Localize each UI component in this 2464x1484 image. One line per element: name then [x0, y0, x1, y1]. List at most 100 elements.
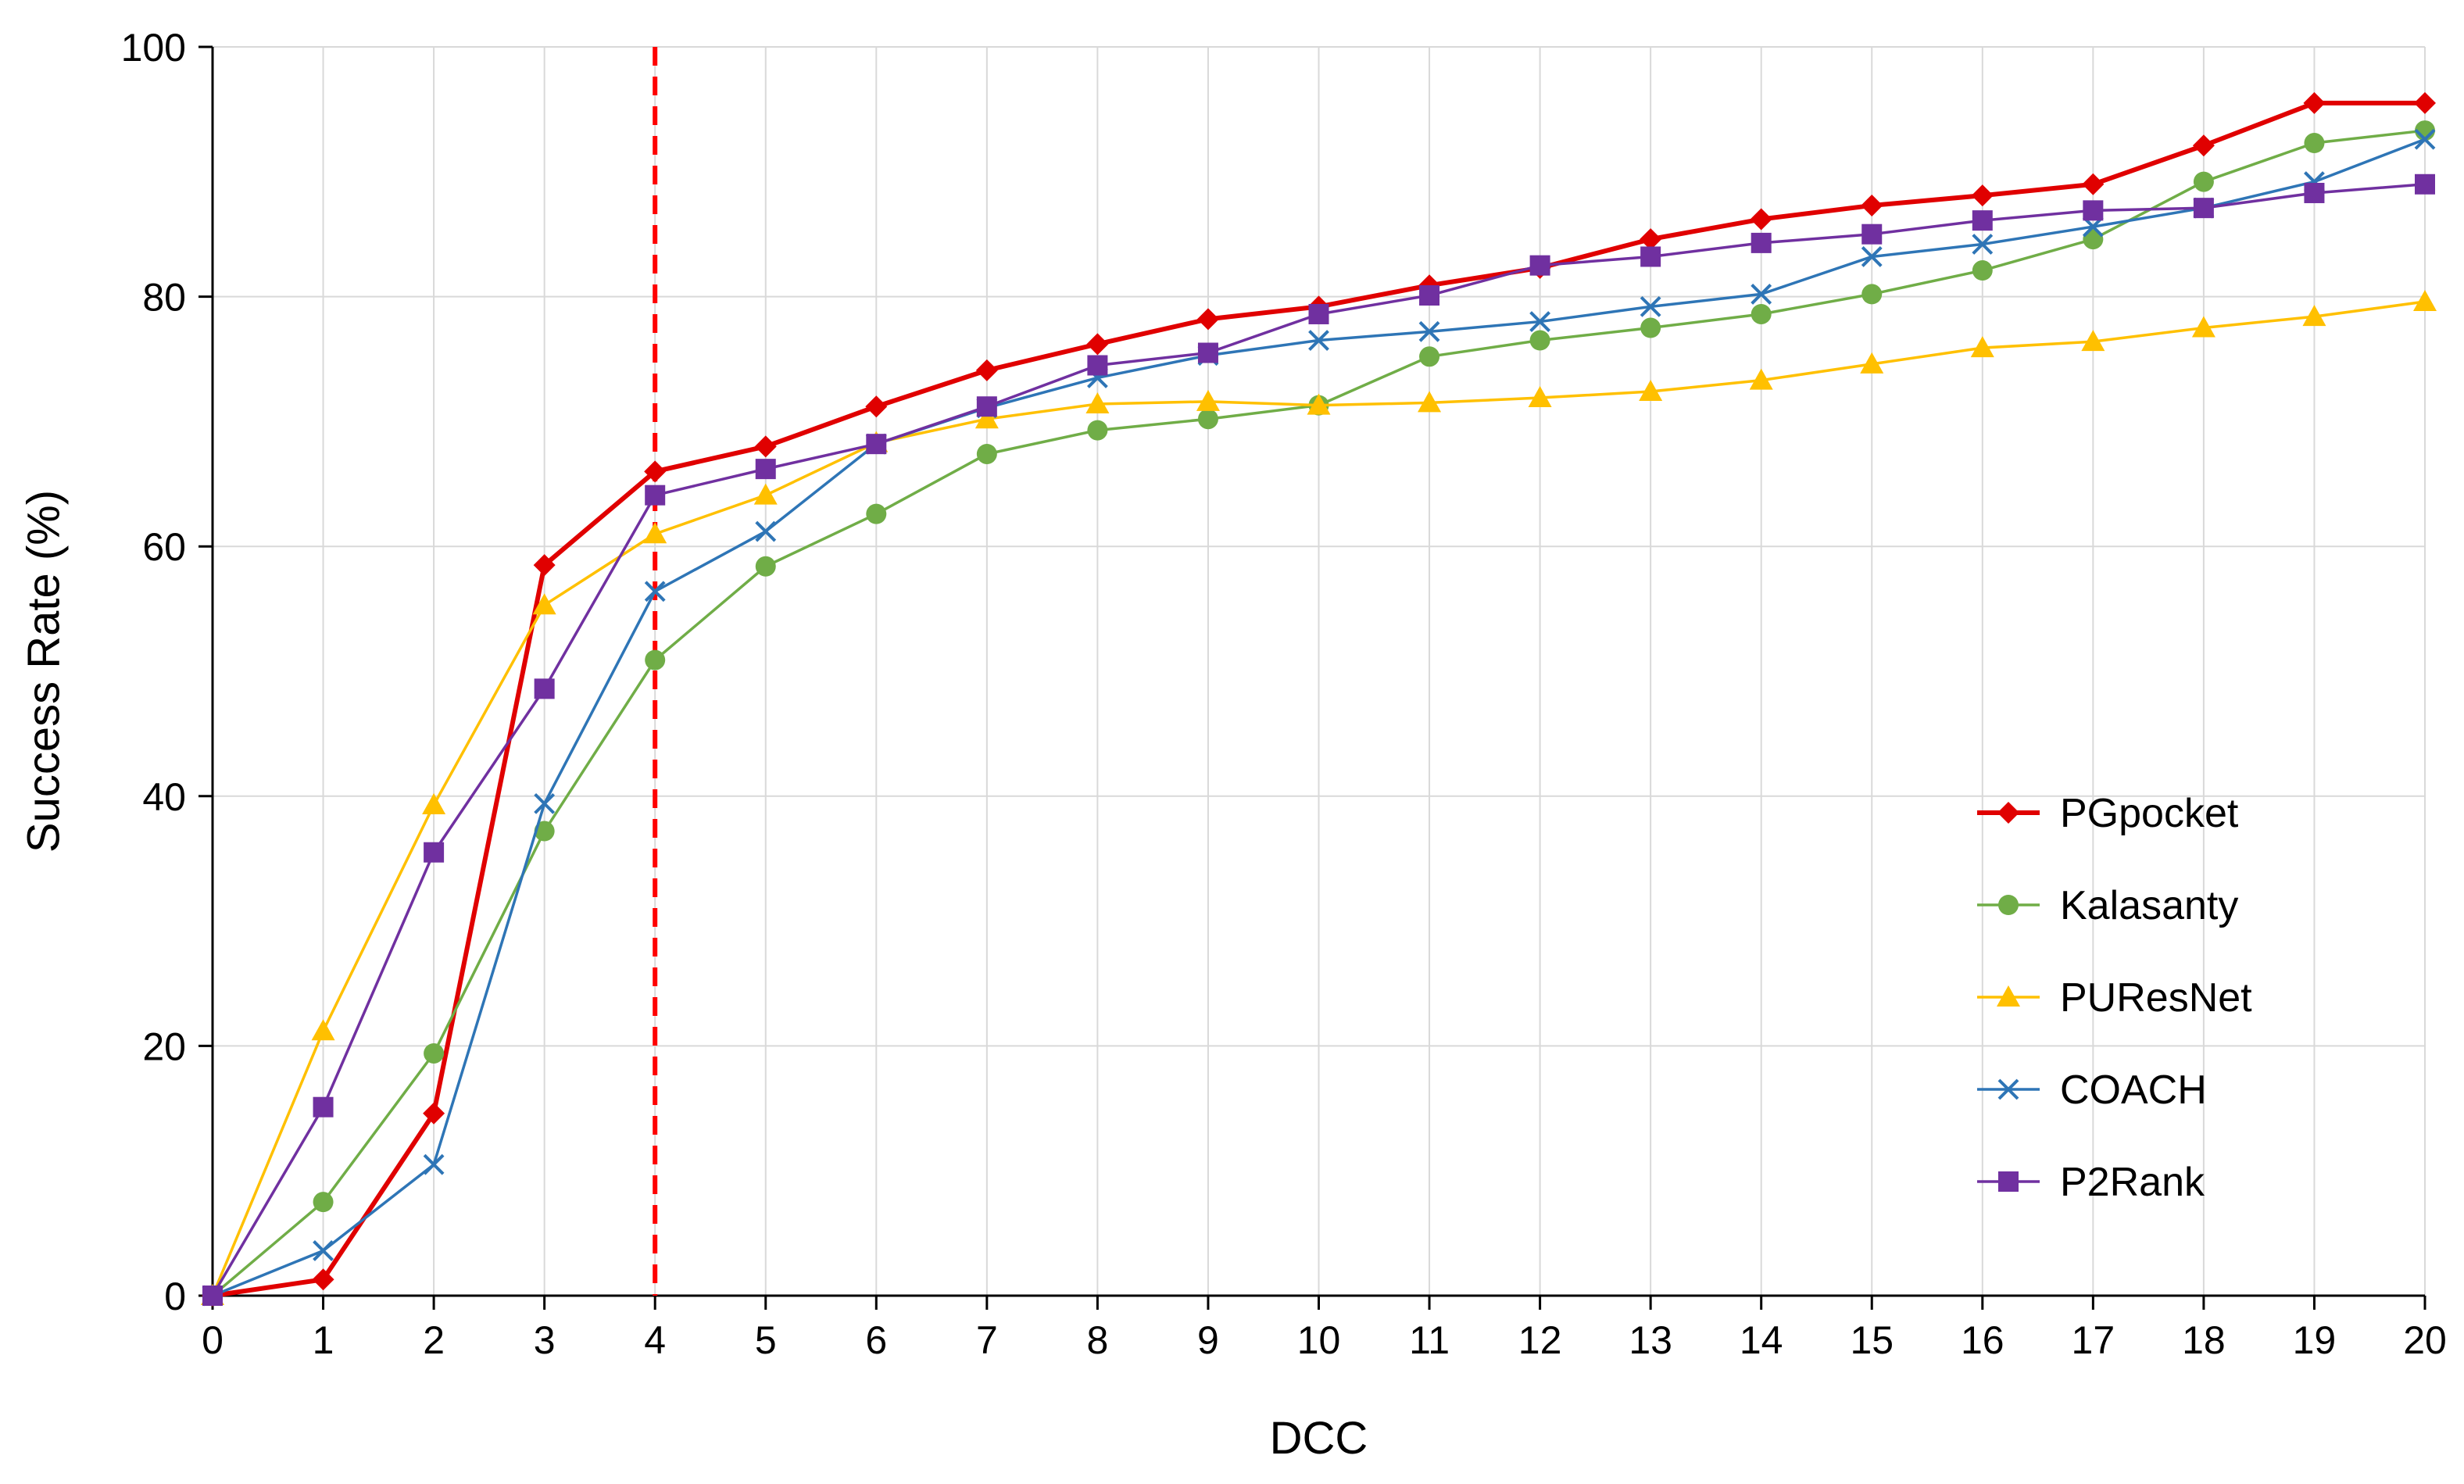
x-tick-label: 3 [534, 1318, 556, 1362]
data-point-kalasanty [1087, 420, 1108, 441]
x-marker-stroke [1997, 1078, 2019, 1100]
y-tick-label: 80 [142, 276, 186, 320]
data-point-puresnet [1418, 391, 1442, 413]
data-point-puresnet [2081, 330, 2105, 352]
data-point-p2rank [2193, 198, 2214, 219]
data-point-coach [1972, 234, 1994, 255]
x-tick-label: 0 [202, 1318, 224, 1362]
data-point-coach [313, 1240, 334, 1261]
data-point-p2rank [866, 434, 887, 455]
data-point-pgpocket [1861, 194, 1883, 216]
data-point-pgpocket [2414, 91, 2436, 114]
data-point-kalasanty [1529, 330, 1550, 351]
data-point-kalasanty [755, 556, 776, 577]
data-point-puresnet [2413, 289, 2437, 311]
x-tick-label: 4 [644, 1318, 666, 1362]
data-point-pgpocket [1750, 208, 1772, 231]
data-point-p2rank [1751, 232, 1772, 253]
data-point-kalasanty [976, 443, 997, 464]
x-tick-label: 2 [423, 1318, 445, 1362]
data-point-kalasanty [313, 1192, 334, 1213]
x-axis-title: DCC [1270, 1413, 1368, 1464]
y-tick-label: 20 [142, 1024, 186, 1068]
data-point-coach [1418, 320, 1440, 342]
x-marker-stroke [423, 1153, 445, 1175]
data-point-pgpocket [312, 1268, 334, 1291]
data-point-pgpocket [2192, 134, 2215, 157]
data-point-kalasanty [1861, 284, 1883, 305]
data-point-p2rank [534, 678, 555, 699]
y-tick-label: 60 [142, 525, 186, 569]
data-point-puresnet [2302, 305, 2326, 327]
data-point-kalasanty [2304, 133, 2325, 154]
y-tick-label: 0 [164, 1275, 186, 1318]
y-axis-title: Success Rate (%) [18, 490, 69, 853]
data-point-coach [534, 792, 556, 814]
axes [198, 45, 2426, 1310]
legend-label: COACH [2060, 1067, 2207, 1113]
data-point-puresnet [1860, 352, 1884, 374]
data-point-puresnet [1196, 389, 1220, 411]
data-point-pgpocket [644, 460, 667, 483]
data-point-coach [1861, 246, 1883, 267]
data-point-puresnet [643, 522, 667, 544]
x-tick-label: 7 [976, 1318, 998, 1362]
x-marker-stroke [534, 792, 556, 814]
data-point-kalasanty [1419, 346, 1440, 367]
x-tick-label: 1 [313, 1318, 334, 1362]
data-point-puresnet [753, 483, 778, 505]
legend-item-coach: COACH [1977, 1067, 2207, 1113]
data-point-kalasanty [534, 821, 555, 842]
x-marker-stroke [1640, 295, 1661, 317]
series-group [201, 91, 2437, 1307]
data-point-kalasanty [1972, 260, 1993, 281]
data-point-pgpocket [1086, 333, 1109, 356]
data-point-p2rank [755, 459, 776, 480]
x-marker-stroke [1751, 283, 1772, 305]
data-point-p2rank [1419, 285, 1440, 306]
data-point-pgpocket [2082, 173, 2105, 195]
data-point-kalasanty [1751, 303, 1772, 324]
data-point-puresnet [975, 407, 999, 429]
data-point-puresnet [1307, 393, 1331, 415]
data-point-coach [1529, 311, 1551, 332]
data-point-p2rank [976, 396, 997, 417]
data-point-puresnet [1749, 368, 1773, 390]
data-point-kalasanty [866, 503, 887, 524]
legend: PGpocket Kalasanty PUResNet COACH P2Rank [1977, 791, 2252, 1205]
data-point-kalasanty [2083, 229, 2104, 250]
legend-item-kalasanty: Kalasanty [1977, 883, 2238, 928]
y-tick-label: 40 [142, 775, 186, 819]
data-point-p2rank [202, 1286, 223, 1306]
x-marker-stroke [1308, 330, 1329, 351]
x-tick-label: 19 [2293, 1318, 2337, 1362]
data-point-puresnet [1639, 380, 1663, 402]
x-marker-stroke [1972, 234, 1994, 255]
x-marker-stroke [1529, 311, 1551, 332]
legend-label: PGpocket [2060, 791, 2239, 836]
legend-item-puresnet: PUResNet [1977, 975, 2252, 1021]
y-tick-label: 100 [121, 26, 186, 70]
data-point-puresnet [311, 1019, 335, 1041]
x-tick-label: 20 [2403, 1318, 2447, 1362]
legend-swatch-marker [1997, 985, 2020, 1007]
data-point-p2rank [645, 485, 666, 506]
data-point-p2rank [424, 842, 445, 863]
series-p2rank [202, 173, 2435, 1306]
x-tick-label: 15 [1850, 1318, 1894, 1362]
data-point-pgpocket [533, 554, 556, 577]
x-marker-stroke [755, 520, 777, 542]
x-marker-stroke [644, 581, 666, 603]
data-point-coach [1640, 295, 1661, 317]
data-point-kalasanty [645, 649, 666, 670]
x-tick-label: 10 [1297, 1318, 1341, 1362]
data-point-p2rank [313, 1096, 334, 1117]
data-point-p2rank [1308, 303, 1329, 324]
data-point-coach [423, 1153, 445, 1175]
legend-swatch-marker [1998, 895, 2019, 915]
data-point-coach [1751, 283, 1772, 305]
x-tick-label: 18 [2182, 1318, 2226, 1362]
data-point-kalasanty [2193, 171, 2214, 192]
data-point-pgpocket [2303, 91, 2326, 114]
